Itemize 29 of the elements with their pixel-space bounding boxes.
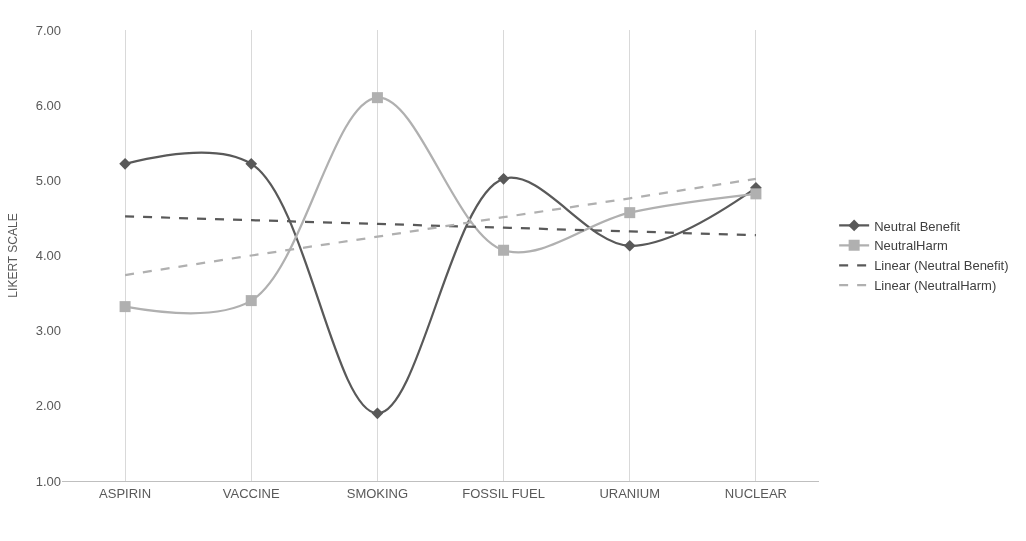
y-axis-title: LIKERT SCALE (5, 213, 20, 298)
y-tick-label: 3.00 (35, 323, 61, 339)
point (624, 207, 636, 219)
point (750, 188, 762, 200)
x-tick-label: NUCLEAR (724, 485, 787, 501)
point (371, 407, 384, 420)
point (119, 157, 131, 170)
point (245, 295, 257, 307)
y-tick-label: 2.00 (35, 398, 61, 414)
x-tick-label: URANIUM (599, 485, 661, 501)
point (371, 92, 383, 104)
point (497, 172, 510, 185)
point (119, 301, 131, 313)
y-tick-label: 7.00 (35, 22, 61, 38)
point (623, 239, 636, 252)
x-tick-label: FOSSIL FUEL (462, 485, 545, 501)
legend-label: Linear (Neutral Benefit) (874, 258, 1009, 274)
legend-label: Linear (NeutralHarm) (874, 278, 997, 294)
y-tick-label: 4.00 (35, 248, 61, 264)
x-tick-label: ASPIRIN (99, 485, 152, 501)
legend-label: NeutralHarm (874, 238, 948, 254)
point (245, 157, 258, 170)
y-tick-label: 5.00 (35, 172, 61, 188)
x-tick-label: SMOKING (346, 485, 409, 501)
y-tick-label: 6.00 (35, 97, 61, 113)
y-tick-label: 1.00 (35, 473, 61, 489)
point (498, 244, 510, 256)
legend-label: Neutral Benefit (874, 218, 961, 234)
x-tick-label: VACCINE (222, 485, 280, 501)
